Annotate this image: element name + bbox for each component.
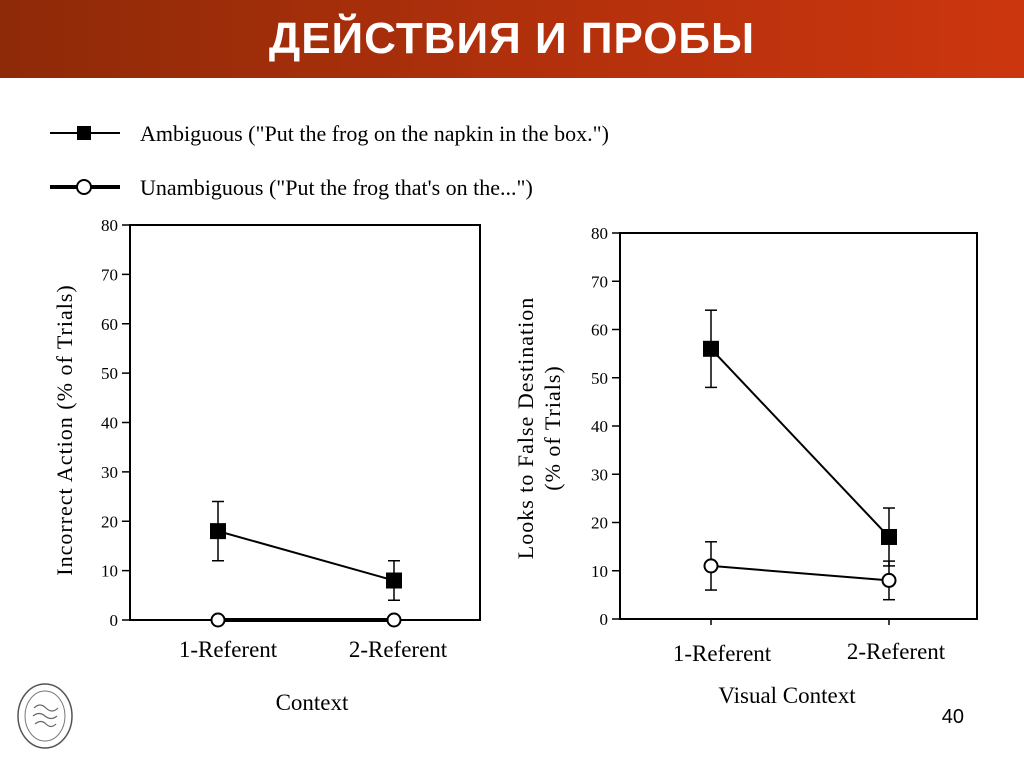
- chart1-y-tick-label: 20: [101, 512, 118, 531]
- chart1-unambiguous-point: [210, 612, 226, 628]
- chart1-category-1: 1-Referent: [179, 637, 278, 662]
- chart2-y-axis-title-line2: (% of Trials): [540, 365, 565, 490]
- chart2-unambiguous-line: [710, 564, 890, 582]
- legend-ambiguous: Ambiguous ("Put the frog on the napkin i…: [50, 121, 609, 146]
- chart2-unambiguous-point: [881, 572, 897, 588]
- chart1-frame: [129, 224, 481, 621]
- chart2-y-tick-label: 80: [591, 224, 608, 243]
- chart2-y-tick-label: 50: [591, 369, 608, 388]
- chart1-series: [210, 500, 402, 628]
- chart1-ambiguous-point: [386, 572, 402, 589]
- chart2-frame: [619, 232, 978, 620]
- chart1-y-tick-label: 0: [110, 611, 119, 630]
- legend-unambiguous: Unambiguous ("Put the frog that's on the…: [50, 175, 533, 200]
- chart2-unambiguous-series: [703, 541, 897, 601]
- chart1-y-tick-label: 80: [101, 216, 118, 235]
- university-seal-logo: [17, 683, 73, 749]
- chart1-y-tick-label: 10: [101, 562, 118, 581]
- chart1-y-tick-label: 60: [101, 315, 118, 334]
- chart1-y-tick-label: 50: [101, 364, 118, 383]
- chart2-ambiguous-point: [703, 340, 719, 357]
- chart1-ambiguous-point: [210, 523, 226, 540]
- chart2-y-tick-label: 20: [591, 514, 608, 533]
- chart1-y-axis-title: Incorrect Action (% of Trials): [52, 284, 77, 576]
- chart2-y-tick-label: 70: [591, 272, 608, 291]
- chart2-ambiguous-line: [710, 348, 890, 538]
- chart2-y-tick-label: 30: [591, 465, 608, 484]
- chart1-y-tick-label: 40: [101, 414, 118, 433]
- chart1-y-axis: 0 10 20 30 40 50 60 70 80: [101, 216, 395, 630]
- chart2-y-axis-title-line1: Looks to False Destination: [513, 297, 538, 559]
- chart2-unambiguous-point: [703, 558, 719, 574]
- chart2-y-tick-label: 10: [591, 562, 608, 581]
- chart1-category-2: 2-Referent: [349, 637, 448, 662]
- title-banner: ДЕЙСТВИЯ И ПРОБЫ: [0, 0, 1024, 78]
- chart2-y-tick-label: 40: [591, 417, 608, 436]
- chart2-ambiguous-point: [881, 528, 897, 545]
- chart1-x-axis-title: Context: [276, 690, 349, 715]
- page-number: 40: [941, 706, 964, 728]
- legend-ambiguous-marker: [77, 126, 91, 140]
- chart2-series: [703, 309, 897, 601]
- legend-unambiguous-marker: [76, 179, 92, 195]
- chart2-category-2: 2-Referent: [847, 639, 946, 664]
- legend: Ambiguous ("Put the frog on the napkin i…: [50, 121, 609, 200]
- legend-unambiguous-label: Unambiguous ("Put the frog that's on the…: [140, 175, 533, 200]
- chart1-ambiguous-line: [217, 530, 395, 582]
- chart2-y-tick-label: 0: [600, 610, 609, 629]
- chart1-unambiguous-series: [210, 612, 402, 628]
- chart2-y-tick-label: 60: [591, 321, 608, 340]
- chart2-category-1: 1-Referent: [673, 641, 772, 666]
- chart1-y-tick-label: 70: [101, 265, 118, 284]
- chart2-x-axis-title: Visual Context: [718, 683, 856, 708]
- chart2-y-axis: 0 10 20 30 40 50 60 70 80: [591, 224, 890, 629]
- slide-title: ДЕЙСТВИЯ И ПРОБЫ: [268, 14, 756, 63]
- chart1-unambiguous-point: [386, 612, 402, 628]
- legend-ambiguous-label: Ambiguous ("Put the frog on the napkin i…: [140, 121, 609, 146]
- chart2-ambiguous-series: [703, 309, 897, 567]
- chart1-ambiguous-series: [210, 500, 402, 601]
- chart1-y-tick-label: 30: [101, 463, 118, 482]
